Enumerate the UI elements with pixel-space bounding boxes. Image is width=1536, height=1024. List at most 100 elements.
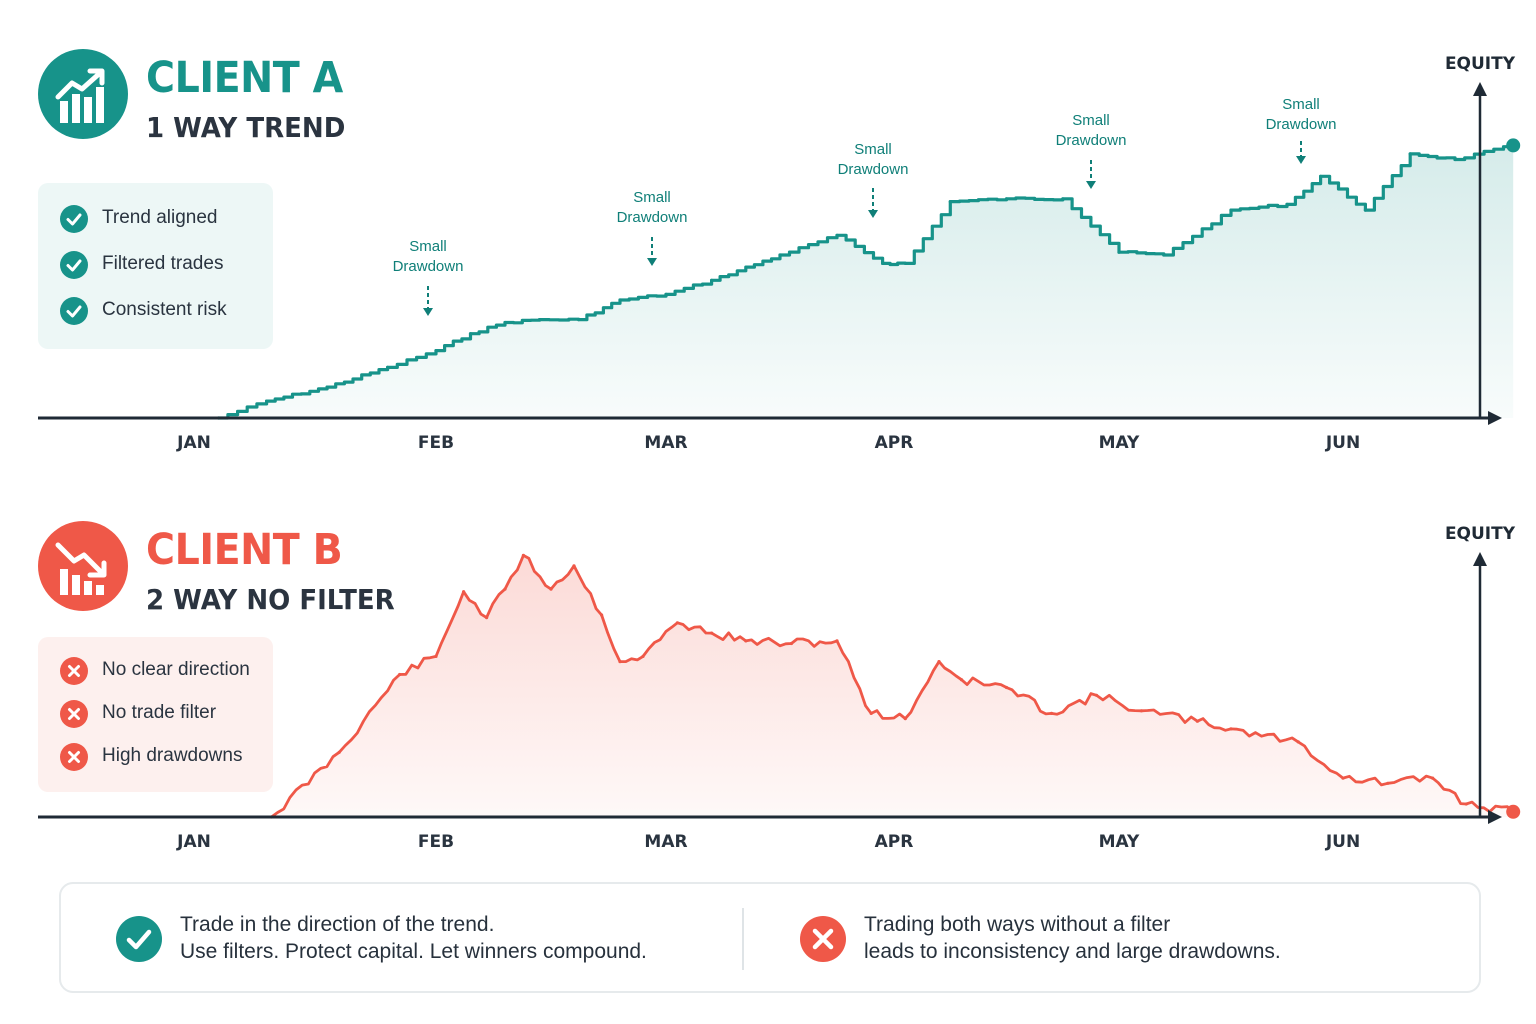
equity-point xyxy=(337,750,341,754)
equity-point xyxy=(1195,719,1199,723)
equity-point xyxy=(537,318,542,322)
client-b-logo xyxy=(38,521,128,611)
equity-point xyxy=(835,233,839,237)
x-icon xyxy=(60,700,88,728)
equity-point xyxy=(1386,781,1390,785)
equity-point xyxy=(1296,740,1300,744)
x-tick-label: MAR xyxy=(644,433,687,453)
equity-point xyxy=(710,631,714,635)
drawdown-annotation: Small Drawdown xyxy=(1266,96,1337,133)
client-a-subtitle: 1 WAY TREND xyxy=(146,111,346,144)
equity-area xyxy=(218,145,1514,418)
equity-point xyxy=(789,641,794,646)
drawdown-annotation: Small Drawdown xyxy=(1056,112,1127,149)
x-axis-arrow xyxy=(1488,411,1502,425)
check-icon xyxy=(116,916,162,962)
equity-point xyxy=(1229,727,1233,731)
check-icon xyxy=(60,297,88,325)
client-b-chart: EQUITY JAN FEB MAR APR MAY JUN xyxy=(38,524,1521,852)
x-icon xyxy=(800,916,846,962)
equity-end-point xyxy=(1506,138,1521,153)
client-b-feature-list: No clear direction No trade filter High … xyxy=(38,637,273,792)
x-icon xyxy=(60,657,88,685)
x-tick-label: MAR xyxy=(644,832,687,852)
x-icon xyxy=(60,743,88,771)
x-tick-label: APR xyxy=(875,832,914,852)
equity-point xyxy=(462,590,466,594)
summary-card: Trade in the direction of the trend. Use… xyxy=(59,882,1481,993)
y-axis-label: EQUITY xyxy=(1445,54,1516,74)
equity-point xyxy=(325,385,329,389)
client-a-feature-list: Trend aligned Filtered trades Consistent… xyxy=(38,183,273,349)
drawdown-arrow-head xyxy=(1086,181,1096,189)
equity-point xyxy=(1319,174,1323,178)
equity-point xyxy=(1341,776,1345,780)
equity-point xyxy=(521,553,526,558)
x-tick-label: APR xyxy=(875,433,914,453)
equity-point xyxy=(549,587,553,591)
good-message-line-1: Trade in the direction of the trend. xyxy=(180,913,495,936)
equity-point xyxy=(468,332,473,336)
equity-point xyxy=(1094,693,1099,697)
equity-point xyxy=(618,298,622,302)
equity-point xyxy=(881,261,885,265)
feature-label: Consistent risk xyxy=(102,299,227,320)
equity-point xyxy=(1453,157,1457,162)
equity-point xyxy=(1049,711,1054,716)
equity-point xyxy=(1363,208,1367,212)
equity-point xyxy=(1162,253,1166,257)
feature-label: Trend aligned xyxy=(102,207,218,228)
equity-point xyxy=(265,399,269,403)
equity-point xyxy=(577,318,581,322)
equity-point xyxy=(434,654,438,659)
drawdown-arrow-head xyxy=(1296,156,1306,164)
equity-point xyxy=(1285,202,1289,206)
equity-point xyxy=(434,349,438,353)
equity-area xyxy=(271,555,1514,817)
equity-point xyxy=(778,253,782,257)
equity-point xyxy=(959,678,964,682)
y-axis-arrow xyxy=(1473,552,1487,566)
client-b-subtitle: 2 WAY NO FILTER xyxy=(146,583,395,616)
feature-label: Filtered trades xyxy=(102,253,224,274)
check-icon xyxy=(60,205,88,233)
chart-trending-down-icon xyxy=(55,542,107,595)
equity-point xyxy=(386,365,390,369)
feature-label: No clear direction xyxy=(102,659,250,680)
equity-point xyxy=(503,320,507,325)
equity-point xyxy=(1061,197,1065,201)
x-tick-label: FEB xyxy=(418,832,454,852)
equity-point xyxy=(1139,709,1143,713)
drawdown-annotation: Small Drawdown xyxy=(838,141,909,178)
x-tick-label: JUN xyxy=(1325,832,1360,852)
x-tick-label: MAY xyxy=(1099,433,1140,453)
equity-point xyxy=(1408,152,1412,156)
drawdown-annotation: Small Drawdown xyxy=(617,189,688,226)
equity-end-point xyxy=(1506,804,1521,819)
drawdown-arrow-head xyxy=(647,258,657,266)
y-axis-label: EQUITY xyxy=(1445,524,1516,544)
drawdown-arrow-head xyxy=(868,210,878,218)
equity-point xyxy=(641,654,645,659)
bad-message-line-1: Trading both ways without a filter xyxy=(864,913,1171,936)
equity-point xyxy=(1117,250,1121,254)
equity-point xyxy=(710,278,714,282)
equity-point xyxy=(485,616,489,620)
equity-point xyxy=(1004,197,1009,201)
equity-point xyxy=(948,200,952,204)
equity-point xyxy=(869,711,873,716)
feature-label: High drawdowns xyxy=(102,745,243,766)
equity-point xyxy=(903,261,907,265)
good-message-line-2: Use filters. Protect capital. Let winner… xyxy=(180,940,647,963)
equity-point xyxy=(835,639,839,643)
equity-point xyxy=(398,672,402,677)
y-axis-arrow xyxy=(1473,82,1487,96)
x-axis-arrow xyxy=(1488,810,1502,824)
equity-point xyxy=(572,564,576,568)
equity-point xyxy=(503,587,507,591)
summary-divider xyxy=(742,908,744,970)
drawdown-annotation: Small Drawdown xyxy=(393,238,464,275)
equity-point xyxy=(600,613,604,617)
check-icon xyxy=(60,251,88,279)
